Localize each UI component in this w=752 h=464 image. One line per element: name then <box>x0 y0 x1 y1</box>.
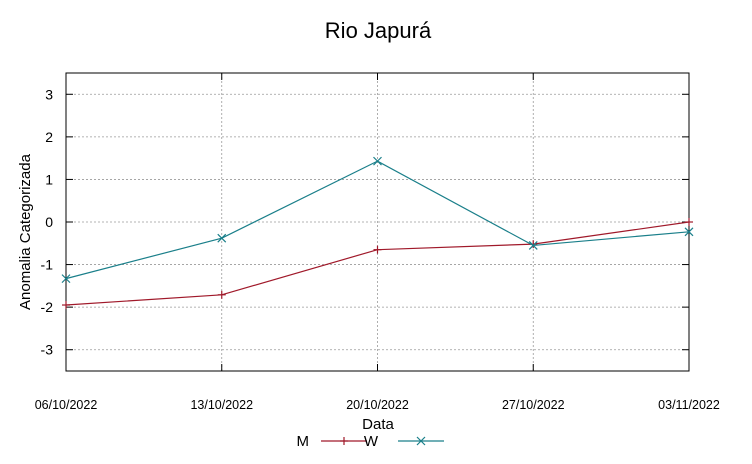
series <box>61 156 694 310</box>
legend-marker <box>340 437 348 445</box>
y-tick-label: 2 <box>45 129 53 145</box>
y-tick-label: 0 <box>45 214 53 230</box>
y-tick-label: 3 <box>45 86 53 102</box>
x-tick-label: 06/10/2022 <box>35 398 98 412</box>
x-axis-label: Data <box>362 416 394 433</box>
x-axis: 06/10/2022 13/10/2022 20/10/2022 27/10/2022… <box>35 73 720 412</box>
x-tick-label: 20/10/2022 <box>346 398 409 412</box>
y-axis-label: Anomalia Categorizada <box>17 153 34 310</box>
y-tick-label: 1 <box>45 171 53 187</box>
data-point-W <box>217 233 227 243</box>
y-tick-label: -1 <box>41 257 54 273</box>
y-tick-label: -2 <box>41 299 54 315</box>
x-tick-label: 03/11/2022 <box>658 398 720 412</box>
data-point-W <box>373 156 382 166</box>
data-point-W <box>61 274 71 284</box>
data-point-M <box>685 218 693 226</box>
legend-label: W <box>364 433 379 450</box>
x-tick-label: 13/10/2022 <box>190 398 253 412</box>
x-tick-label: 27/10/2022 <box>502 398 565 412</box>
chart-title: Rio Japurá <box>325 18 432 43</box>
legend-label: M <box>297 433 310 450</box>
legend-item-W: W <box>364 433 444 450</box>
y-tick-label: -3 <box>41 342 54 358</box>
data-point-W <box>684 227 694 237</box>
grid <box>66 73 689 371</box>
data-point-M <box>62 301 70 310</box>
data-point-M <box>373 245 382 254</box>
legend-item-M: M <box>297 433 367 450</box>
data-point-M <box>217 290 226 299</box>
y-axis: -3 -2 -1 0 1 2 3 <box>41 86 689 358</box>
legend-marker <box>416 436 426 446</box>
data-point-W <box>528 240 538 250</box>
